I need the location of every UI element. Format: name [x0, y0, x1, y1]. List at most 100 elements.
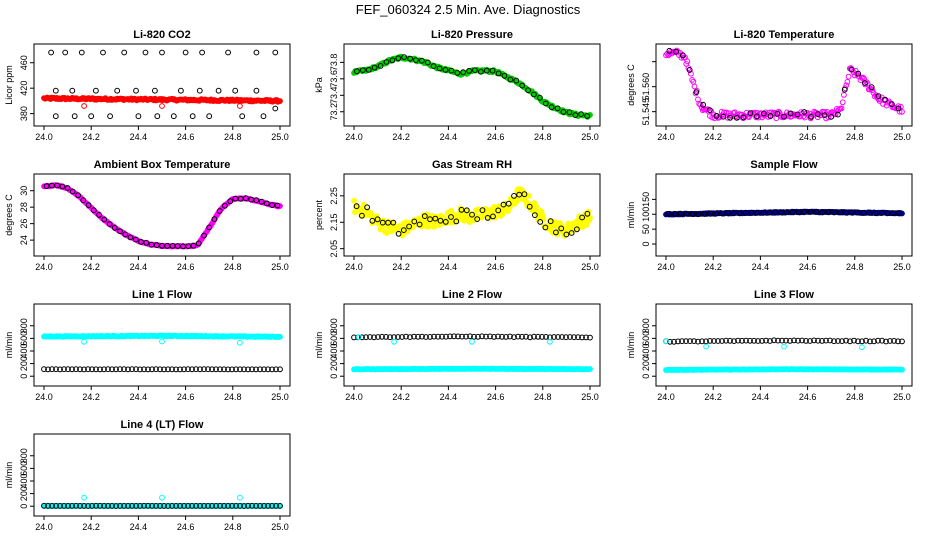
data-point	[111, 224, 118, 231]
data-point	[587, 112, 593, 118]
data-point	[766, 209, 773, 216]
data-point	[736, 210, 743, 217]
x-tick-label: 24.6	[487, 132, 505, 142]
data-point	[495, 70, 502, 77]
data-point	[365, 67, 372, 73]
data-point	[507, 76, 514, 83]
data-point	[237, 103, 243, 109]
data-point	[845, 73, 852, 80]
y-axis-label: ml/min	[626, 202, 636, 229]
data-point	[216, 208, 223, 214]
x-tick-label: 25.0	[581, 132, 599, 142]
data-point	[88, 113, 95, 120]
y-tick-label: 600	[19, 331, 29, 346]
x-tick-label: 24.6	[177, 392, 195, 402]
x-tick-label: 24.0	[345, 132, 363, 142]
data-point	[442, 219, 449, 225]
y-tick-label: 200	[19, 356, 29, 371]
data-point	[472, 67, 478, 73]
data-point	[269, 202, 276, 209]
data-point	[547, 218, 554, 225]
data-point	[239, 113, 246, 120]
x-tick-label: 24.6	[487, 262, 505, 272]
data-point	[855, 70, 862, 77]
data-point	[828, 113, 835, 120]
data-point	[859, 344, 865, 351]
x-tick-label: 24.8	[846, 262, 864, 272]
data-point	[463, 207, 470, 214]
data-point	[189, 366, 195, 373]
x-tick-label: 24.0	[345, 392, 363, 402]
data-point	[257, 366, 263, 373]
data-point	[731, 210, 737, 217]
data-point	[716, 114, 723, 121]
x-tick-label: 25.0	[893, 262, 911, 272]
data-point	[872, 210, 879, 217]
data-point	[821, 112, 828, 118]
data-point	[211, 216, 218, 223]
data-point	[142, 49, 149, 56]
data-point	[860, 210, 867, 216]
data-point	[125, 366, 131, 373]
data-point	[109, 366, 115, 373]
y-tick-label: 26	[19, 219, 29, 229]
data-point	[742, 209, 749, 216]
y-tick-label: 100	[641, 207, 651, 222]
data-point	[790, 209, 796, 216]
data-point	[106, 221, 113, 228]
data-point	[389, 57, 396, 64]
data-point	[407, 55, 414, 62]
data-point	[272, 49, 279, 56]
data-point	[531, 333, 537, 340]
data-point	[436, 65, 443, 72]
data-point	[683, 210, 690, 217]
data-point	[537, 219, 544, 225]
data-point	[736, 111, 743, 117]
data-point	[277, 98, 283, 104]
data-point	[768, 109, 775, 116]
data-point	[419, 57, 425, 64]
data-point	[579, 334, 585, 341]
data-point	[439, 333, 445, 340]
panel-6: Line 1 Flow 24.0 24.2 24.4 24.6 24.8 25.0 0 2004…	[4, 289, 291, 402]
data-point	[258, 198, 265, 205]
x-tick-label: 24.2	[704, 132, 722, 142]
data-point	[680, 52, 686, 59]
data-point	[458, 206, 465, 213]
data-point	[71, 113, 78, 120]
y-tick-label: 200	[329, 356, 339, 371]
data-point	[525, 87, 531, 94]
plot-frame	[33, 43, 291, 127]
data-point	[107, 113, 113, 120]
data-point	[173, 366, 179, 373]
data-point	[62, 49, 69, 56]
data-point	[819, 209, 826, 216]
data-point	[725, 210, 731, 216]
y-tick-label: 200	[641, 356, 651, 371]
data-point	[137, 366, 143, 373]
y-tick-label: 800	[19, 448, 29, 463]
data-point	[117, 366, 123, 373]
panel-2: Li-820 Temperature 24.0 24.2 24.4 24.6 24.8 25…	[626, 29, 913, 142]
y-tick-label: 800	[19, 318, 29, 333]
data-point	[677, 210, 684, 217]
data-point	[52, 113, 59, 120]
data-point	[277, 333, 283, 340]
data-point	[519, 333, 525, 340]
x-tick-label: 24.6	[177, 262, 195, 272]
data-point	[478, 68, 484, 75]
plot-frame	[655, 173, 913, 257]
data-point	[567, 334, 573, 340]
data-point	[400, 227, 407, 234]
data-point	[121, 366, 127, 373]
data-point	[69, 87, 76, 94]
data-point	[351, 197, 357, 204]
x-tick-label: 25.0	[271, 132, 289, 142]
panel-1: Li-820 Pressure 24.0 24.2 24.4 24.6 24.8 25.0 7…	[314, 29, 601, 142]
data-point	[666, 210, 672, 217]
data-point	[491, 334, 497, 340]
data-point	[195, 240, 202, 247]
data-point	[185, 243, 192, 250]
x-tick-label: 24.4	[130, 262, 148, 272]
